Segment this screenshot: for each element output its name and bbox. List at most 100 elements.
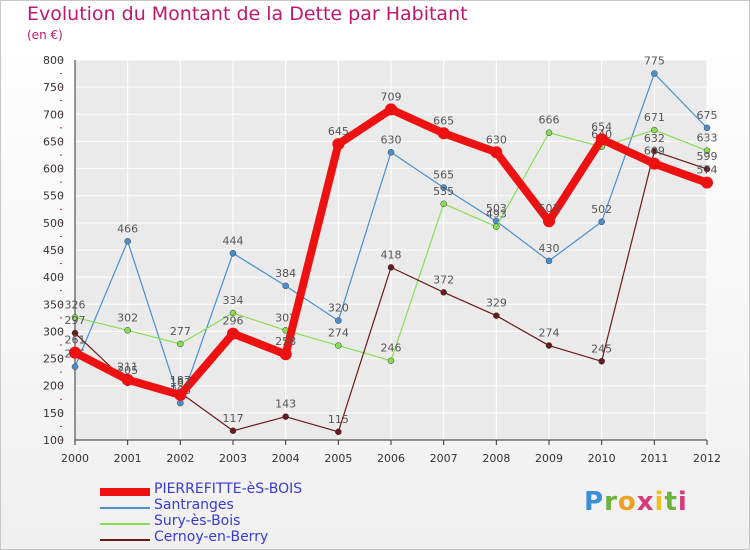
data-label: 671 bbox=[644, 111, 665, 124]
data-point bbox=[332, 138, 345, 151]
data-point bbox=[71, 314, 79, 321]
data-label: 633 bbox=[697, 132, 718, 145]
data-point bbox=[651, 147, 658, 155]
data-point bbox=[595, 133, 608, 146]
data-point bbox=[177, 399, 184, 407]
y-tick-label: 350 bbox=[43, 298, 64, 311]
data-label: 274 bbox=[328, 327, 349, 340]
data-label: 775 bbox=[644, 55, 665, 68]
x-tick-label: 2012 bbox=[693, 452, 721, 465]
data-label: 183 bbox=[170, 376, 191, 389]
legend-label: Cernoy-en-Berry bbox=[154, 529, 269, 545]
data-point bbox=[71, 363, 79, 370]
y-tick-label: 500 bbox=[43, 217, 64, 230]
data-point bbox=[440, 200, 447, 208]
data-label: 302 bbox=[117, 311, 138, 324]
data-label: 609 bbox=[644, 145, 665, 158]
data-label: 117 bbox=[223, 412, 244, 425]
data-label: 334 bbox=[223, 294, 244, 307]
y-tick-label: 100 bbox=[43, 434, 64, 447]
x-tick-label: 2004 bbox=[272, 452, 300, 465]
y-tick-label: 200 bbox=[43, 380, 64, 393]
data-point bbox=[71, 329, 79, 337]
data-label: 261 bbox=[65, 334, 86, 347]
data-point bbox=[493, 223, 500, 230]
y-tick-label: 450 bbox=[43, 244, 64, 257]
data-label: 296 bbox=[223, 315, 244, 328]
data-point bbox=[335, 342, 342, 349]
legend-swatch bbox=[100, 488, 150, 496]
data-label: 632 bbox=[644, 132, 665, 145]
x-tick-label: 2001 bbox=[114, 452, 142, 465]
legend-label: Sury-ès-Bois bbox=[154, 513, 241, 529]
x-tick-label: 2010 bbox=[588, 452, 616, 465]
data-label: 565 bbox=[433, 169, 454, 182]
data-label: 503 bbox=[539, 202, 560, 215]
data-label: 645 bbox=[328, 125, 349, 138]
data-point bbox=[648, 157, 661, 170]
data-label: 502 bbox=[591, 203, 612, 216]
data-label: 444 bbox=[223, 234, 244, 247]
data-point bbox=[387, 357, 395, 364]
y-tick-label: 650 bbox=[43, 135, 64, 148]
legend-label: PIERREFITTE-èS-BOIS bbox=[154, 481, 303, 497]
data-label: 329 bbox=[486, 297, 507, 310]
data-point bbox=[493, 312, 500, 319]
data-label: 297 bbox=[65, 314, 86, 327]
data-point bbox=[229, 309, 237, 317]
y-tick-label: 600 bbox=[43, 163, 64, 176]
data-label: 384 bbox=[275, 267, 296, 280]
data-label: 535 bbox=[433, 185, 454, 198]
data-point bbox=[69, 346, 81, 359]
data-point bbox=[174, 388, 187, 401]
data-label: 326 bbox=[65, 298, 86, 311]
data-label: 143 bbox=[275, 398, 296, 411]
data-point bbox=[598, 358, 605, 365]
data-label: 274 bbox=[539, 327, 560, 340]
data-point bbox=[490, 146, 503, 159]
x-tick-label: 2007 bbox=[430, 452, 458, 465]
x-tick-label: 2005 bbox=[324, 452, 352, 465]
y-tick-label: 250 bbox=[43, 353, 64, 366]
data-point bbox=[545, 257, 553, 265]
data-label: 493 bbox=[486, 208, 507, 221]
data-point bbox=[177, 340, 184, 348]
data-label: 709 bbox=[381, 90, 402, 103]
data-label: 665 bbox=[433, 114, 454, 127]
y-tick-label: 300 bbox=[43, 325, 64, 338]
data-point bbox=[598, 218, 605, 226]
data-label: 372 bbox=[433, 273, 454, 286]
unit-label: (en €) bbox=[27, 28, 63, 42]
data-point bbox=[279, 348, 292, 361]
data-point bbox=[651, 70, 658, 77]
data-label: 115 bbox=[328, 413, 349, 426]
data-label: 654 bbox=[591, 120, 612, 133]
legend-swatch bbox=[100, 539, 150, 541]
data-label: 666 bbox=[539, 114, 560, 127]
data-point bbox=[651, 126, 658, 134]
data-point bbox=[124, 327, 131, 334]
data-point bbox=[124, 238, 131, 245]
data-label: 630 bbox=[381, 133, 402, 146]
data-point bbox=[545, 342, 553, 349]
data-label: 258 bbox=[275, 335, 296, 348]
data-point bbox=[703, 124, 711, 132]
data-label: 574 bbox=[697, 164, 718, 177]
data-point bbox=[229, 427, 237, 435]
x-tick-label: 2008 bbox=[482, 452, 510, 465]
data-point bbox=[227, 327, 239, 340]
data-point bbox=[701, 176, 713, 189]
x-tick-label: 2011 bbox=[640, 452, 668, 465]
data-label: 320 bbox=[328, 302, 349, 315]
data-label: 418 bbox=[381, 248, 402, 261]
data-label: 675 bbox=[697, 109, 718, 122]
legend-swatch bbox=[100, 507, 150, 509]
data-label: 430 bbox=[539, 242, 560, 255]
data-point bbox=[545, 129, 553, 136]
data-point bbox=[385, 103, 397, 116]
x-tick-label: 2002 bbox=[166, 452, 194, 465]
data-label: 246 bbox=[381, 342, 402, 355]
data-point bbox=[335, 317, 342, 324]
data-point bbox=[440, 184, 447, 191]
